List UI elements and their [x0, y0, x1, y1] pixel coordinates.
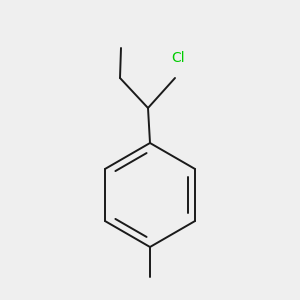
Text: Cl: Cl: [171, 51, 185, 65]
